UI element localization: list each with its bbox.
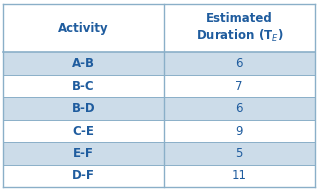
Text: A-B: A-B <box>72 57 95 70</box>
Bar <box>3 75 164 97</box>
Text: Activity: Activity <box>58 22 109 35</box>
Bar <box>164 4 315 52</box>
Text: E-F: E-F <box>73 147 94 160</box>
Bar <box>3 142 164 165</box>
Bar <box>164 120 315 142</box>
Bar <box>164 97 315 120</box>
Text: B-C: B-C <box>72 80 95 93</box>
Text: 11: 11 <box>232 169 247 182</box>
Text: 6: 6 <box>236 102 243 115</box>
Text: D-F: D-F <box>72 169 95 182</box>
Bar <box>164 165 315 187</box>
Bar <box>3 4 164 52</box>
Bar <box>164 75 315 97</box>
Bar <box>3 97 164 120</box>
Text: B-D: B-D <box>72 102 95 115</box>
Text: 7: 7 <box>236 80 243 93</box>
Text: 9: 9 <box>236 125 243 138</box>
Text: Estimated
Duration (T$_E$): Estimated Duration (T$_E$) <box>196 12 283 44</box>
Bar <box>3 52 164 75</box>
Bar <box>3 120 164 142</box>
Bar <box>164 142 315 165</box>
Bar <box>164 52 315 75</box>
Text: 5: 5 <box>236 147 243 160</box>
Text: 6: 6 <box>236 57 243 70</box>
Text: C-E: C-E <box>73 125 94 138</box>
Bar <box>3 165 164 187</box>
